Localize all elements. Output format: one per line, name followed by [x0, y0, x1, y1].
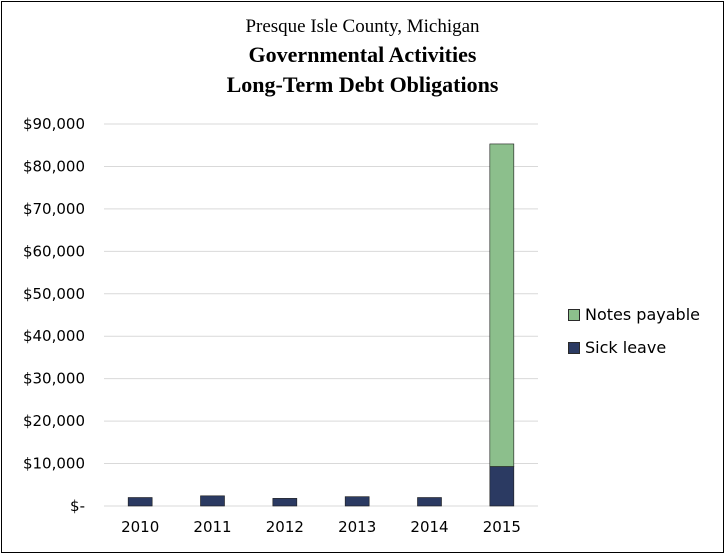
x-tick-label: 2015 — [483, 518, 521, 536]
x-tick-label: 2010 — [121, 518, 159, 536]
bar-sick-leave — [272, 498, 298, 507]
chart-title-line-1: Governmental Activities — [248, 42, 477, 67]
y-tick-label: $60,000 — [23, 242, 85, 260]
legend-label-notes-payable: Notes payable — [585, 305, 700, 324]
x-tick-label: 2011 — [193, 518, 231, 536]
legend-swatch-sick-leave — [568, 341, 580, 354]
bar-sick-leave — [344, 496, 370, 507]
legend-item-notes-payable: Notes payable — [568, 298, 700, 331]
legend-item-sick-leave: Sick leave — [568, 331, 700, 364]
y-tick-label: $70,000 — [23, 200, 85, 218]
bar-sick-leave — [489, 466, 515, 507]
bar-sick-leave — [127, 497, 153, 507]
y-tick-label: $90,000 — [23, 115, 85, 133]
y-tick-label: $40,000 — [23, 327, 85, 345]
x-tick-label: 2013 — [338, 518, 376, 536]
legend-label-sick-leave: Sick leave — [585, 338, 667, 357]
bar-sick-leave — [200, 495, 225, 507]
y-tick-label: $30,000 — [23, 370, 85, 388]
bar-notes-payable — [489, 143, 515, 467]
x-tick-label: 2014 — [410, 518, 448, 536]
y-tick-label: $80,000 — [23, 157, 85, 175]
y-tick-label: $10,000 — [23, 455, 85, 473]
legend-swatch-notes-payable — [568, 308, 580, 321]
y-tick-label: $20,000 — [23, 412, 85, 430]
y-tick-label: $- — [70, 497, 85, 515]
chart-subtitle: Presque Isle County, Michigan — [245, 16, 480, 37]
chart-legend: Notes payable Sick leave — [568, 298, 700, 364]
x-tick-label: 2012 — [266, 518, 304, 536]
chart-title-line-2: Long-Term Debt Obligations — [226, 72, 499, 97]
y-tick-label: $50,000 — [23, 285, 85, 303]
bar-sick-leave — [417, 497, 442, 507]
